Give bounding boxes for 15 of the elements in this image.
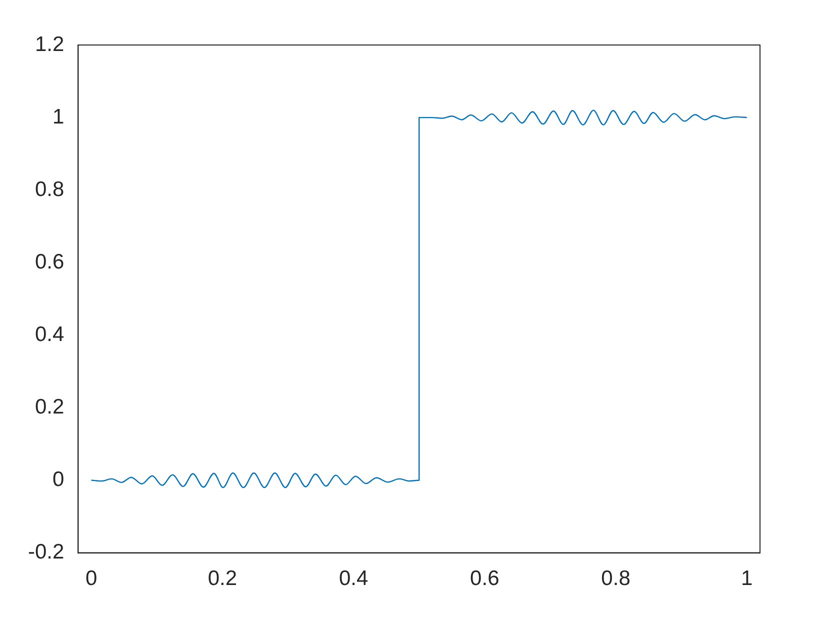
x-tick-label: 0.2 [208, 567, 238, 590]
y-tick-label: -0.2 [28, 540, 64, 564]
y-tick-label: 0.6 [34, 250, 64, 274]
x-tick-label: 0.8 [601, 567, 630, 590]
x-tick-label: 0.6 [470, 567, 500, 590]
x-tick-label: 0 [85, 567, 98, 590]
y-tick-label: 0 [52, 468, 64, 492]
x-tick-label: 1 [741, 567, 753, 590]
y-tick-label: 0.8 [34, 178, 64, 201]
x-tick-label: 0.4 [338, 567, 368, 590]
y-tick-label: 1 [52, 105, 64, 128]
y-tick-label: 0.4 [34, 322, 64, 346]
y-tick-label: 0.2 [34, 396, 64, 419]
line-series [90, 110, 748, 488]
y-tick-label: 1.2 [34, 32, 64, 56]
